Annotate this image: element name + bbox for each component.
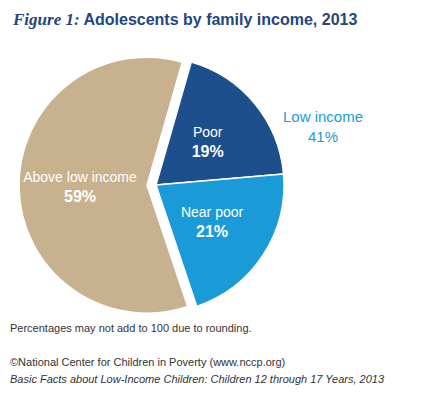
svg-text:Above low income: Above low income bbox=[23, 169, 137, 185]
svg-text:Percentages may not add to 100: Percentages may not add to 100 due to ro… bbox=[10, 322, 252, 334]
svg-text:Basic Facts about Low-Income C: Basic Facts about Low-Income Children: C… bbox=[10, 373, 385, 385]
svg-text:21%: 21% bbox=[196, 223, 228, 240]
svg-text:41%: 41% bbox=[308, 128, 338, 145]
svg-text:Figure 1:: Figure 1: bbox=[12, 10, 80, 29]
svg-text:Near poor: Near poor bbox=[181, 204, 244, 220]
svg-text:Adolescents by family income,: Adolescents by family income, 2013 bbox=[80, 11, 358, 28]
svg-text:Low income: Low income bbox=[283, 108, 363, 125]
svg-text:Poor: Poor bbox=[193, 124, 223, 140]
svg-text:59%: 59% bbox=[64, 188, 96, 205]
svg-text:19%: 19% bbox=[192, 143, 224, 160]
svg-text:©National Center for Children: ©National Center for Children in Poverty… bbox=[10, 356, 285, 368]
